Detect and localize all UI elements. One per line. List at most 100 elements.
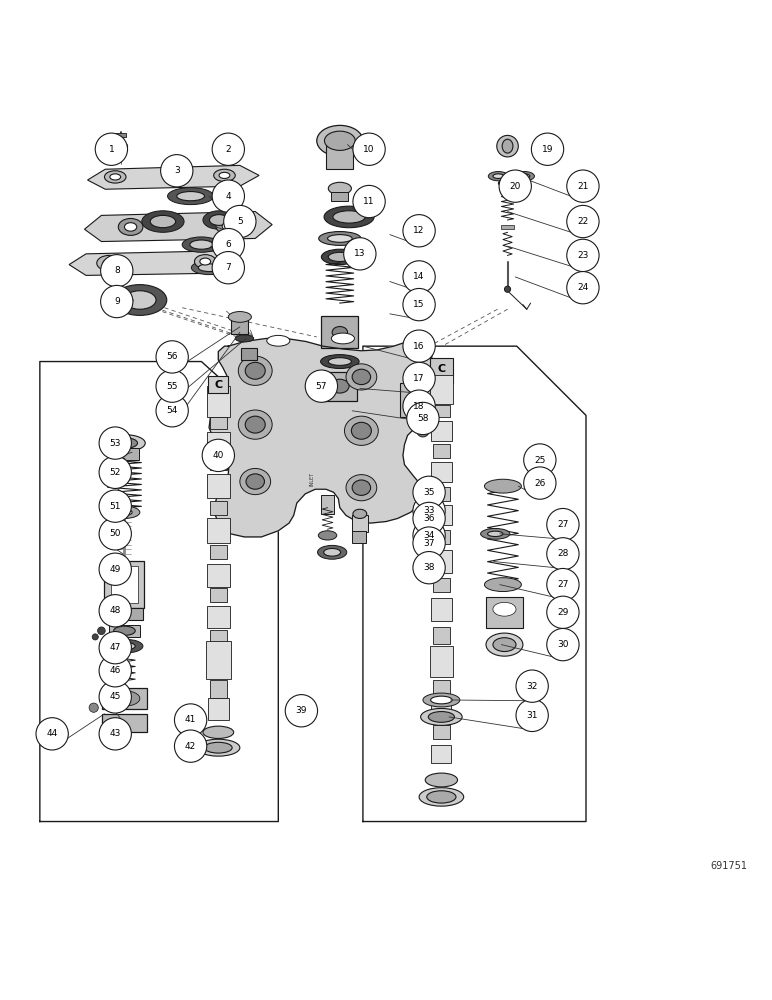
Circle shape — [413, 527, 445, 559]
Text: 32: 32 — [527, 682, 538, 691]
Ellipse shape — [117, 509, 132, 515]
Ellipse shape — [330, 379, 349, 393]
Ellipse shape — [214, 169, 235, 182]
Ellipse shape — [113, 285, 167, 315]
Circle shape — [95, 133, 127, 165]
Bar — [115, 133, 126, 137]
Polygon shape — [40, 362, 279, 822]
Bar — [433, 405, 450, 417]
Circle shape — [212, 133, 245, 165]
Circle shape — [523, 467, 556, 499]
Ellipse shape — [419, 788, 464, 806]
Text: 6: 6 — [225, 240, 231, 249]
Text: 51: 51 — [110, 502, 121, 511]
Ellipse shape — [113, 142, 127, 150]
Ellipse shape — [321, 249, 358, 265]
Bar — [210, 630, 227, 644]
Ellipse shape — [124, 291, 156, 309]
Ellipse shape — [190, 240, 213, 249]
Bar — [242, 348, 257, 360]
Ellipse shape — [113, 642, 135, 650]
Bar — [432, 745, 452, 763]
Ellipse shape — [203, 726, 234, 738]
Bar — [431, 505, 452, 525]
Bar — [432, 701, 452, 721]
Bar — [210, 588, 227, 602]
Text: 1: 1 — [109, 145, 114, 154]
Circle shape — [567, 205, 599, 238]
Circle shape — [516, 670, 548, 702]
Text: 35: 35 — [423, 488, 435, 497]
Circle shape — [403, 215, 435, 247]
Text: 37: 37 — [423, 539, 435, 548]
Ellipse shape — [493, 638, 516, 652]
Bar — [433, 487, 450, 501]
Text: 23: 23 — [577, 251, 588, 260]
Text: 27: 27 — [557, 520, 569, 529]
Text: 27: 27 — [557, 580, 569, 589]
Ellipse shape — [486, 633, 523, 656]
Text: 31: 31 — [527, 711, 538, 720]
Ellipse shape — [331, 333, 354, 344]
Ellipse shape — [245, 362, 266, 379]
Ellipse shape — [103, 259, 115, 267]
Text: 46: 46 — [110, 666, 121, 675]
Ellipse shape — [118, 218, 143, 235]
Ellipse shape — [106, 639, 143, 653]
Ellipse shape — [111, 438, 137, 448]
Ellipse shape — [428, 712, 455, 722]
Circle shape — [99, 553, 131, 585]
Circle shape — [156, 370, 188, 402]
Circle shape — [99, 655, 131, 687]
Text: 53: 53 — [110, 439, 121, 448]
Ellipse shape — [351, 422, 371, 439]
Circle shape — [547, 538, 579, 570]
Bar — [433, 444, 450, 458]
Bar — [431, 421, 452, 441]
Text: 5: 5 — [237, 217, 242, 226]
Bar — [207, 432, 230, 455]
Polygon shape — [87, 165, 259, 189]
Text: 52: 52 — [110, 468, 121, 477]
Ellipse shape — [502, 139, 513, 153]
Ellipse shape — [239, 410, 273, 439]
Bar — [327, 146, 354, 169]
Ellipse shape — [222, 149, 235, 156]
Bar — [102, 688, 147, 709]
Ellipse shape — [267, 335, 290, 346]
Ellipse shape — [317, 545, 347, 559]
Circle shape — [36, 718, 68, 750]
Bar — [207, 564, 230, 587]
Ellipse shape — [333, 211, 365, 223]
Text: 15: 15 — [413, 300, 425, 309]
Bar — [207, 386, 230, 417]
Ellipse shape — [104, 171, 126, 183]
Circle shape — [567, 170, 599, 202]
Circle shape — [305, 370, 337, 402]
Text: 43: 43 — [110, 729, 121, 738]
Ellipse shape — [328, 358, 351, 365]
Polygon shape — [363, 346, 586, 822]
Circle shape — [212, 252, 245, 284]
Text: 21: 21 — [577, 182, 588, 191]
Ellipse shape — [222, 222, 235, 230]
Ellipse shape — [216, 218, 241, 235]
Circle shape — [547, 596, 579, 628]
Ellipse shape — [177, 192, 205, 201]
Ellipse shape — [235, 335, 254, 342]
Circle shape — [99, 456, 131, 488]
Circle shape — [567, 272, 599, 304]
Ellipse shape — [328, 252, 351, 262]
Bar — [500, 225, 514, 229]
Text: 42: 42 — [185, 742, 196, 751]
Text: 29: 29 — [557, 608, 569, 617]
Ellipse shape — [209, 215, 229, 225]
Ellipse shape — [504, 286, 510, 292]
Bar — [102, 714, 147, 732]
Text: 22: 22 — [577, 217, 588, 226]
Text: 691751: 691751 — [710, 861, 747, 871]
Bar — [210, 501, 227, 515]
Text: 20: 20 — [510, 182, 521, 191]
Ellipse shape — [344, 416, 378, 445]
Ellipse shape — [346, 364, 377, 390]
